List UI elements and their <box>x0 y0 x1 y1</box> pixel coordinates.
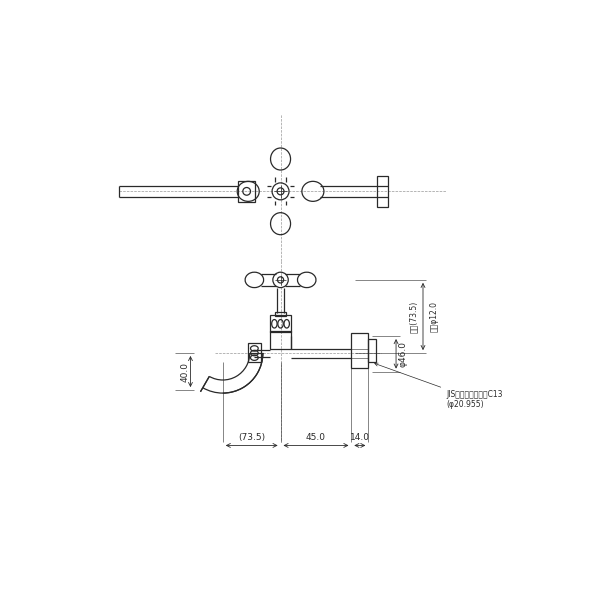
Text: JIS級水管取付ねじC13
(φ20.955): JIS級水管取付ねじC13 (φ20.955) <box>375 363 503 409</box>
Text: 内径φ12.0: 内径φ12.0 <box>429 301 438 332</box>
Bar <box>248 343 260 362</box>
Bar <box>275 312 286 316</box>
Bar <box>352 333 368 368</box>
Bar <box>270 331 292 349</box>
Text: 45.0: 45.0 <box>306 433 326 442</box>
Bar <box>368 339 376 362</box>
Text: 40.0: 40.0 <box>181 362 190 382</box>
Text: φ46.0: φ46.0 <box>398 341 407 367</box>
Bar <box>238 181 255 202</box>
Text: 14.0: 14.0 <box>350 433 370 442</box>
Text: (73.5): (73.5) <box>238 433 265 442</box>
Bar <box>270 316 292 332</box>
Text: 最大(73.5): 最大(73.5) <box>409 301 418 332</box>
Bar <box>377 176 388 207</box>
